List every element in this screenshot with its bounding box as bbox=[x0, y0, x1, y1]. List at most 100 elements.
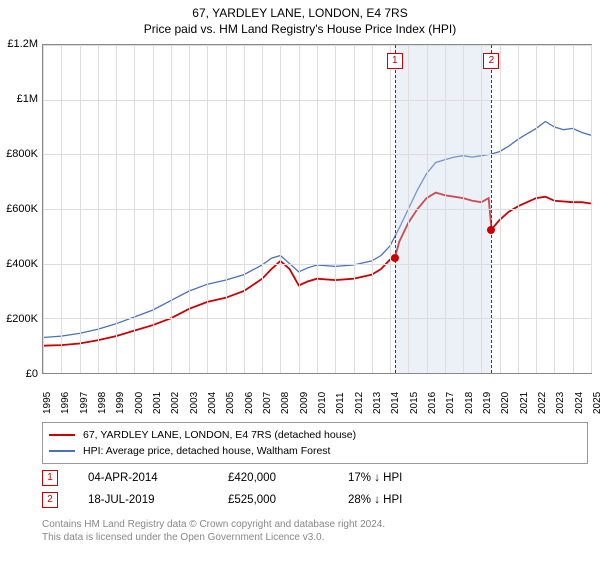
x-tick-label: 2002 bbox=[170, 392, 181, 414]
grid-line-v bbox=[207, 45, 208, 373]
x-tick-label: 2015 bbox=[409, 392, 420, 414]
x-tick-label: 2019 bbox=[482, 392, 493, 414]
x-tick-label: 2005 bbox=[225, 392, 236, 414]
marker-badge: 2 bbox=[483, 53, 499, 69]
grid-line-v bbox=[262, 45, 263, 373]
legend-swatch bbox=[49, 450, 75, 452]
x-tick-label: 2017 bbox=[445, 392, 456, 414]
legend-swatch bbox=[49, 434, 75, 436]
x-axis-labels: 1995 1996 1997 1998 1999 2000 2001 2002 2003 2004… bbox=[42, 382, 592, 422]
grid-line-v bbox=[591, 45, 592, 373]
x-tick-label: 2009 bbox=[299, 392, 310, 414]
x-tick-label: 2020 bbox=[500, 392, 511, 414]
grid-line-v bbox=[317, 45, 318, 373]
y-tick-label: £800K bbox=[6, 148, 38, 160]
marker-line bbox=[491, 45, 492, 373]
y-tick-label: £1M bbox=[17, 93, 38, 105]
grid-line-v bbox=[427, 45, 428, 373]
grid-line-v bbox=[80, 45, 81, 373]
sale-dot bbox=[487, 226, 495, 234]
footer-attribution: Contains HM Land Registry data © Crown c… bbox=[42, 518, 588, 544]
grid-line-v bbox=[43, 45, 44, 373]
grid-line-v bbox=[445, 45, 446, 373]
grid-line-v bbox=[280, 45, 281, 373]
x-tick-label: 2004 bbox=[207, 392, 218, 414]
y-tick-label: £200K bbox=[6, 313, 38, 325]
sale-dot bbox=[391, 254, 399, 262]
grid-line-v bbox=[518, 45, 519, 373]
sale-badge: 1 bbox=[42, 470, 58, 486]
y-tick-label: £400K bbox=[6, 258, 38, 270]
grid-line-v bbox=[554, 45, 555, 373]
legend-label: HPI: Average price, detached house, Walt… bbox=[83, 445, 330, 457]
marker-badge: 1 bbox=[387, 53, 403, 69]
legend-item: HPI: Average price, detached house, Walt… bbox=[49, 443, 581, 459]
sale-pct: 17% ↓ HPI bbox=[348, 472, 402, 484]
x-tick-label: 2012 bbox=[354, 392, 365, 414]
x-tick-label: 2013 bbox=[372, 392, 383, 414]
footer-line1: Contains HM Land Registry data © Crown c… bbox=[42, 518, 588, 531]
y-tick-label: £600K bbox=[6, 203, 38, 215]
grid-line-v bbox=[244, 45, 245, 373]
x-tick-label: 2025 bbox=[592, 392, 600, 414]
sales-table: 1 04-APR-2014 £420,000 17% ↓ HPI 2 18-JUL-201… bbox=[0, 470, 600, 508]
x-tick-label: 2011 bbox=[335, 392, 346, 414]
x-tick-label: 2003 bbox=[189, 392, 200, 414]
grid-line-v bbox=[98, 45, 99, 373]
footer-line2: This data is licensed under the Open Gov… bbox=[42, 531, 588, 544]
grid-line-v bbox=[61, 45, 62, 373]
grid-line-v bbox=[189, 45, 190, 373]
sale-price: £525,000 bbox=[228, 494, 318, 506]
sale-date: 18-JUL-2019 bbox=[88, 494, 198, 506]
grid-line-v bbox=[500, 45, 501, 373]
sale-row: 1 04-APR-2014 £420,000 17% ↓ HPI bbox=[42, 470, 588, 486]
grid-line-v bbox=[372, 45, 373, 373]
grid-line-v bbox=[299, 45, 300, 373]
grid-line-v bbox=[171, 45, 172, 373]
x-tick-label: 1997 bbox=[79, 392, 90, 414]
legend-box: 67, YARDLEY LANE, LONDON, E4 7RS (detach… bbox=[42, 422, 588, 464]
x-tick-label: 2023 bbox=[555, 392, 566, 414]
legend-label: 67, YARDLEY LANE, LONDON, E4 7RS (detach… bbox=[83, 429, 356, 441]
x-tick-label: 1996 bbox=[60, 392, 71, 414]
x-tick-label: 2008 bbox=[280, 392, 291, 414]
grid-line-v bbox=[390, 45, 391, 373]
legend-item: 67, YARDLEY LANE, LONDON, E4 7RS (detach… bbox=[49, 427, 581, 443]
chart-container: 67, YARDLEY LANE, LONDON, E4 7RS Price p… bbox=[0, 6, 600, 566]
chart-title: 67, YARDLEY LANE, LONDON, E4 7RS bbox=[0, 6, 600, 20]
grid-line-v bbox=[354, 45, 355, 373]
grid-line-v bbox=[408, 45, 409, 373]
x-tick-label: 2018 bbox=[464, 392, 475, 414]
grid-line-v bbox=[134, 45, 135, 373]
grid-line-v bbox=[481, 45, 482, 373]
sale-pct: 28% ↓ HPI bbox=[348, 494, 402, 506]
x-tick-label: 2016 bbox=[427, 392, 438, 414]
sale-price: £420,000 bbox=[228, 472, 318, 484]
grid-line-v bbox=[536, 45, 537, 373]
x-tick-label: 2022 bbox=[537, 392, 548, 414]
sale-badge: 2 bbox=[42, 492, 58, 508]
x-tick-label: 2021 bbox=[519, 392, 530, 414]
x-tick-label: 2006 bbox=[244, 392, 255, 414]
x-tick-label: 2001 bbox=[152, 392, 163, 414]
x-tick-label: 2024 bbox=[574, 392, 585, 414]
sale-date: 04-APR-2014 bbox=[88, 472, 198, 484]
x-tick-label: 2014 bbox=[390, 392, 401, 414]
grid-line-v bbox=[226, 45, 227, 373]
y-axis-labels: £0£200K£400K£600K£800K£1M£1.2M bbox=[0, 44, 42, 374]
grid-line-v bbox=[153, 45, 154, 373]
grid-line-v bbox=[573, 45, 574, 373]
chart-subtitle: Price paid vs. HM Land Registry's House … bbox=[0, 22, 600, 36]
grid-line-v bbox=[116, 45, 117, 373]
chart-plot-area: 12 bbox=[42, 44, 592, 374]
x-tick-label: 1995 bbox=[42, 392, 53, 414]
marker-line bbox=[395, 45, 396, 373]
y-tick-label: £0 bbox=[26, 368, 38, 380]
y-tick-label: £1.2M bbox=[7, 38, 38, 50]
x-tick-label: 1999 bbox=[115, 392, 126, 414]
grid-line-v bbox=[463, 45, 464, 373]
x-tick-label: 1998 bbox=[97, 392, 108, 414]
x-tick-label: 2000 bbox=[134, 392, 145, 414]
grid-line-v bbox=[335, 45, 336, 373]
x-tick-label: 2007 bbox=[262, 392, 273, 414]
